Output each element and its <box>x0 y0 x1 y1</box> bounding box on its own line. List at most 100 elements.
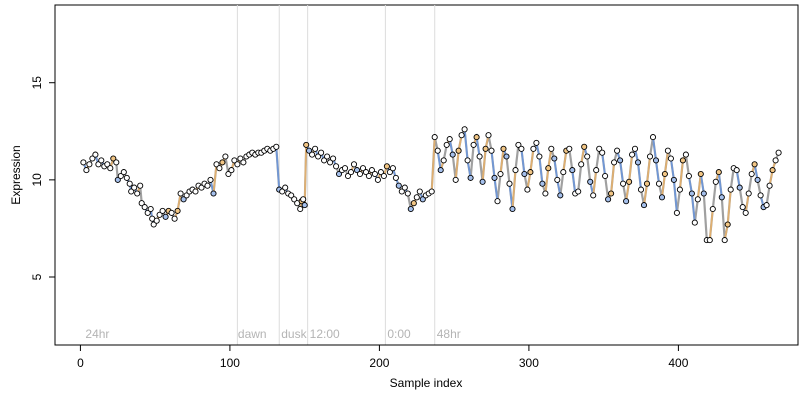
series-segment <box>454 150 460 180</box>
data-point <box>599 149 606 156</box>
data-point <box>763 202 770 209</box>
series-segment <box>661 173 666 198</box>
data-point <box>557 192 564 199</box>
data-point <box>748 170 755 178</box>
series-segment <box>493 177 499 202</box>
series-segment <box>481 148 487 182</box>
data-point <box>350 161 358 168</box>
y-tick-label: 15 <box>30 76 44 90</box>
series-segment <box>212 164 218 194</box>
series-segment <box>520 148 526 175</box>
data-point <box>646 153 654 160</box>
data-point <box>473 134 480 141</box>
data-point <box>694 196 701 203</box>
x-axis-title: Sample index <box>390 376 463 390</box>
data-point <box>700 190 707 197</box>
data-point <box>602 172 609 180</box>
data-point <box>676 186 683 193</box>
reference-lines <box>236 5 436 345</box>
data-point <box>174 207 181 214</box>
annotation-label: 12:00 <box>310 327 340 341</box>
data-point <box>374 176 381 183</box>
data-point <box>524 186 531 193</box>
data-point <box>303 141 310 148</box>
data-point <box>545 165 552 172</box>
data-point <box>324 153 331 160</box>
data-point <box>359 165 367 172</box>
series-lines <box>82 125 780 242</box>
data-point <box>120 169 127 176</box>
series-segment <box>717 171 723 198</box>
data-point <box>491 174 498 181</box>
data-point <box>207 176 214 183</box>
data-point <box>177 190 184 197</box>
data-point <box>745 190 752 197</box>
x-tick-label: 200 <box>369 356 389 370</box>
annotation-label: dawn <box>238 327 267 341</box>
data-point <box>664 147 671 154</box>
data-point <box>110 155 117 162</box>
series-segment <box>726 189 732 225</box>
data-point <box>485 132 492 139</box>
data-point <box>419 196 426 203</box>
data-point <box>679 157 686 164</box>
data-point <box>198 184 205 191</box>
data-point <box>392 174 399 181</box>
data-point <box>437 167 444 174</box>
data-point <box>658 194 666 201</box>
series-segment <box>696 173 702 200</box>
series-segment <box>499 148 505 175</box>
data-points <box>80 126 782 244</box>
data-point <box>449 151 456 158</box>
data-point <box>766 182 773 189</box>
data-point <box>327 159 334 166</box>
series-segment <box>646 156 651 184</box>
series-segment <box>643 183 648 206</box>
data-point <box>470 141 477 148</box>
data-point <box>341 165 349 172</box>
data-point <box>434 147 441 154</box>
data-point <box>461 126 468 133</box>
data-point <box>554 176 561 183</box>
data-point <box>476 153 483 160</box>
data-point <box>312 145 319 152</box>
data-point <box>398 188 405 195</box>
data-point <box>446 136 453 143</box>
data-point <box>404 190 411 197</box>
series-segment <box>628 154 633 182</box>
data-point <box>318 149 325 156</box>
data-point <box>452 176 459 183</box>
data-point <box>210 190 217 197</box>
series-segment <box>652 136 657 161</box>
data-point <box>536 153 543 160</box>
series-segment <box>553 158 559 180</box>
data-point <box>712 178 719 185</box>
data-point <box>539 180 546 187</box>
data-point <box>279 188 286 195</box>
data-point <box>772 157 779 164</box>
data-point <box>757 192 764 199</box>
series-segment <box>430 137 436 192</box>
data-point <box>691 219 698 226</box>
data-point <box>156 211 163 218</box>
series-segment <box>744 193 750 214</box>
data-point <box>724 221 731 228</box>
data-point <box>368 167 375 174</box>
data-point <box>113 159 120 166</box>
data-point <box>126 180 133 187</box>
data-point <box>141 204 148 211</box>
data-point <box>353 167 361 174</box>
data-point <box>309 151 316 158</box>
data-point <box>147 205 154 213</box>
data-point <box>234 161 241 168</box>
data-point <box>335 170 343 178</box>
data-point <box>455 147 462 154</box>
data-point <box>626 178 633 185</box>
data-point <box>736 184 743 191</box>
series-segment <box>547 148 553 169</box>
series-segment <box>544 168 550 194</box>
data-point <box>640 202 648 209</box>
series-segment <box>436 150 442 171</box>
series-segment <box>679 160 684 190</box>
data-point <box>204 182 211 189</box>
